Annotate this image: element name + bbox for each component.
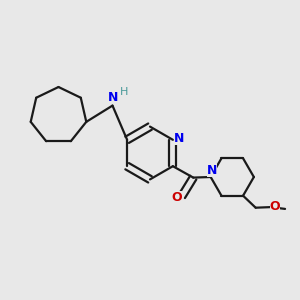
Text: O: O (270, 200, 280, 213)
Text: H: H (120, 87, 128, 97)
Text: N: N (174, 132, 184, 145)
Text: N: N (207, 164, 217, 177)
Text: N: N (108, 91, 118, 104)
Text: O: O (172, 190, 182, 204)
